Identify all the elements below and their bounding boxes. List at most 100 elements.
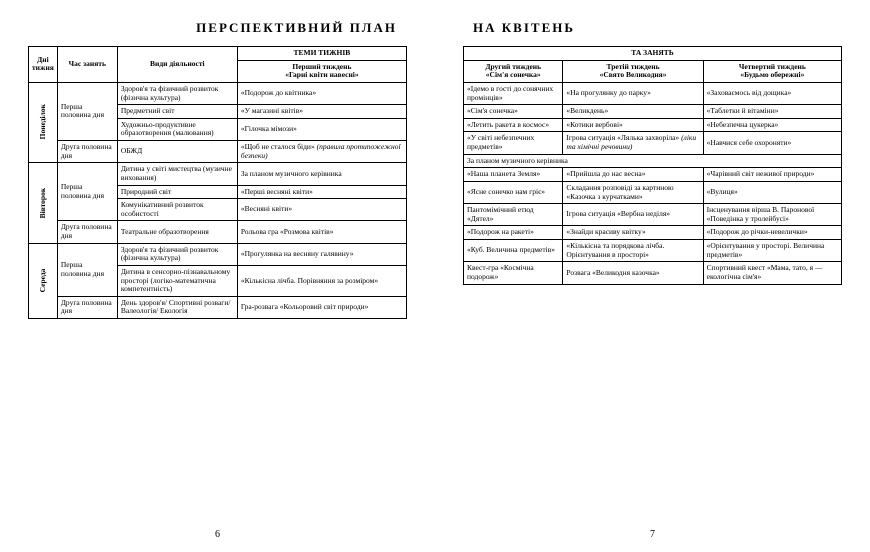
w4-cell: «Навчися себе охороняти» — [703, 132, 841, 154]
activity-cell: Дитина у світі мистецтва (музичне вихова… — [117, 163, 237, 185]
table-row: «Ідемо в гості до сонячних промінців» «Н… — [464, 82, 842, 104]
w2-cell: «Подорож на ракеті» — [464, 226, 563, 240]
activity-cell: Театральне образотворення — [117, 221, 237, 243]
table-row: «У світі небезпечних предметів» Ігрова с… — [464, 132, 842, 154]
time-cell: Перша половина дня — [57, 243, 117, 296]
hdr-week1: Перший тиждень «Гарні квіти навесні» — [237, 60, 406, 82]
table-row: «Куб. Величина предметів» «Кількісна та … — [464, 240, 842, 262]
time-cell: Друга половина дня — [57, 221, 117, 243]
table-row: Середа Перша половина дня Здоров'я та фі… — [29, 243, 407, 265]
activity-cell: Здоров'я та фізичний розвиток (фізична к… — [117, 82, 237, 104]
hdr-activity: Види діяльності — [117, 47, 237, 83]
span-cell: За планом музичного керівника — [464, 154, 842, 168]
w2-line2: «Сім'я сонечка» — [486, 70, 541, 79]
italic-text: (ліки та хімічні речовини) — [566, 133, 696, 151]
w2-cell: «Летить ракета в космос» — [464, 118, 563, 132]
w4-cell: «Подорож до річки-невелички» — [703, 226, 841, 240]
page-number-left: 6 — [28, 523, 407, 540]
day-label: Вівторок — [29, 163, 58, 243]
w1-cell: «Подорож до квітника» — [237, 82, 406, 104]
activity-cell: Здоров'я та фізичний розвиток (фізична к… — [117, 243, 237, 265]
w2-cell: «У світі небезпечних предметів» — [464, 132, 563, 154]
hdr-week2: Другий тиждень «Сім'я сонечка» — [464, 60, 563, 82]
w4-cell: Спортивний квест «Мама, тато, я — еколог… — [703, 262, 841, 284]
w4-line2: «Будьмо обережні» — [740, 70, 804, 79]
day-label: Середа — [29, 243, 58, 318]
w1-cell: Гра-розвага «Кольоровий світ природи» — [237, 296, 406, 318]
table-row: Друга половина дня День здоров'я/ Спорти… — [29, 296, 407, 318]
w4-cell: «Небезпечна цукерка» — [703, 118, 841, 132]
w1-cell: «Щоб не сталося біди» (правила протипоже… — [237, 141, 406, 163]
table-row: За планом музичного керівника — [464, 154, 842, 168]
time-cell: Друга половина дня — [57, 296, 117, 318]
table-row: «Подорож на ракеті» «Знайди красиву квіт… — [464, 226, 842, 240]
w1-cell: Рольова гра «Розмова квітів» — [237, 221, 406, 243]
w4-cell: «Вулиця» — [703, 181, 841, 203]
w4-cell: «Чарівний світ неживої природи» — [703, 168, 841, 182]
time-cell: Перша половина дня — [57, 163, 117, 221]
activity-cell: Природний світ — [117, 185, 237, 199]
table-row: Понеділок Перша половина дня Здоров'я та… — [29, 82, 407, 104]
w1-line2: «Гарні квіти навесні» — [285, 70, 358, 79]
w3-cell: «Знайди красиву квітку» — [563, 226, 703, 240]
page-number-right: 7 — [463, 523, 842, 540]
title-right: НА КВІТЕНЬ — [463, 20, 842, 38]
w3-cell: Ігрова ситуація «Вербна неділя» — [563, 204, 703, 226]
right-page: НА КВІТЕНЬ ТА ЗАНЯТЬ Другий тиждень «Сім… — [435, 0, 870, 552]
w1-cell: «Гілочка мімози» — [237, 118, 406, 140]
hdr-themes: ТЕМИ ТИЖНІВ — [237, 47, 406, 61]
left-table: Дні тижня Час занять Види діяльності ТЕМ… — [28, 46, 407, 319]
w3-cell: «Великдень» — [563, 105, 703, 119]
w2-cell: Квест-гра «Космічна подорож» — [464, 262, 563, 284]
hdr-day: Дні тижня — [29, 47, 58, 83]
table-row: «Сім'я сонечка» «Великдень» «Таблетки й … — [464, 105, 842, 119]
table-row: «Ясне сонечко нам гріє» Складання розпов… — [464, 181, 842, 203]
w3-cell: «Котики вербові» — [563, 118, 703, 132]
w2-cell: Пантомімічний етюд «Дятел» — [464, 204, 563, 226]
w3-cell: «На прогулянку до парку» — [563, 82, 703, 104]
header-row-2: Другий тиждень «Сім'я сонечка» Третій ти… — [464, 60, 842, 82]
w4-cell: Інсценування вірша В. Паронової «Поведін… — [703, 204, 841, 226]
w1-cell: За планом музичного керівника — [237, 163, 406, 185]
table-row: «Наша планета Земля» «Прийшла до нас вес… — [464, 168, 842, 182]
table-row: Пантомімічний етюд «Дятел» Ігрова ситуац… — [464, 204, 842, 226]
italic-text: (правила протипожежної безпеки) — [241, 142, 401, 160]
hdr-time: Час занять — [57, 47, 117, 83]
w3-cell: Розвага «Великодня казочка» — [563, 262, 703, 284]
w1-cell: «Весняні квіти» — [237, 199, 406, 221]
activity-cell: Дитина в сенсорно-пізнавальному просторі… — [117, 265, 237, 296]
left-page: ПЕРСПЕКТИВНИЙ ПЛАН Дні тижня Час занять … — [0, 0, 435, 552]
w3-cell: «Кількісна та порядкова лічба. Орієнтува… — [563, 240, 703, 262]
hdr-week3: Третій тиждень «Свято Великодня» — [563, 60, 703, 82]
w4-cell: «Таблетки й вітаміни» — [703, 105, 841, 119]
w2-cell: «Ясне сонечко нам гріє» — [464, 181, 563, 203]
table-row: Квест-гра «Космічна подорож» Розвага «Ве… — [464, 262, 842, 284]
w3-line2: «Свято Великодня» — [600, 70, 667, 79]
activity-cell: Художньо-продуктивне образотворення (мал… — [117, 118, 237, 140]
header-row: ТА ЗАНЯТЬ — [464, 47, 842, 61]
table-row: Друга половина дня Театральне образотвор… — [29, 221, 407, 243]
activity-cell: Комунікативний розвиток особистості — [117, 199, 237, 221]
w3-cell: Складання розповіді за картиною «Казочка… — [563, 181, 703, 203]
w1-cell: «У магазині квітів» — [237, 105, 406, 119]
w3-cell: «Прийшла до нас весна» — [563, 168, 703, 182]
time-cell: Перша половина дня — [57, 82, 117, 140]
w2-cell: «Ідемо в гості до сонячних промінців» — [464, 82, 563, 104]
w2-cell: «Наша планета Земля» — [464, 168, 563, 182]
hdr-week4: Четвертий тиждень «Будьмо обережні» — [703, 60, 841, 82]
title-left: ПЕРСПЕКТИВНИЙ ПЛАН — [28, 20, 407, 38]
day-label: Понеділок — [29, 82, 58, 162]
right-table: ТА ЗАНЯТЬ Другий тиждень «Сім'я сонечка»… — [463, 46, 842, 285]
activity-cell: Предметний світ — [117, 105, 237, 119]
w2-cell: «Куб. Величина предметів» — [464, 240, 563, 262]
time-cell: Друга половина дня — [57, 141, 117, 163]
hdr-themes-right: ТА ЗАНЯТЬ — [464, 47, 842, 61]
w2-cell: «Сім'я сонечка» — [464, 105, 563, 119]
w1-cell: «Прогулянка на весняну галявину» — [237, 243, 406, 265]
w3-cell: Ігрова ситуація «Лялька захворіла» (ліки… — [563, 132, 703, 154]
w1-cell: «Кількісна лічба. Порівняння за розміром… — [237, 265, 406, 296]
header-row: Дні тижня Час занять Види діяльності ТЕМ… — [29, 47, 407, 61]
activity-cell: ОБЖД — [117, 141, 237, 163]
table-row: Вівторок Перша половина дня Дитина у сві… — [29, 163, 407, 185]
w4-cell: «Орієнтування у просторі. Величина предм… — [703, 240, 841, 262]
